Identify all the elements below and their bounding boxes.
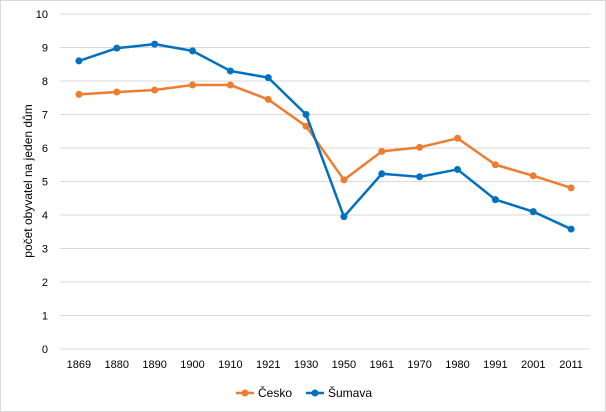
x-tick-label: 1991 — [483, 359, 507, 371]
series-group — [75, 40, 575, 233]
y-tick-label: 1 — [42, 311, 48, 323]
series-1-point — [302, 122, 310, 130]
y-tick-label: 10 — [36, 9, 48, 21]
series-1-point — [567, 184, 575, 192]
series-1-point — [491, 161, 499, 169]
series-1-point — [454, 134, 461, 142]
series-2-point — [151, 40, 159, 48]
series-2-point — [75, 57, 83, 65]
series-1-point — [189, 81, 196, 89]
series-1-point — [264, 95, 272, 103]
x-tick-label: 1980 — [445, 359, 469, 371]
series-2-point — [113, 44, 121, 52]
series-2-point — [491, 196, 499, 204]
x-axis-ticks: 1869 1880 1890 1900 1910 1921 1930 1950 1961 1970… — [67, 359, 583, 371]
legend-label: Šumava — [328, 385, 372, 400]
x-tick-label: 1890 — [142, 359, 166, 371]
series-2-point — [567, 225, 575, 233]
y-tick-label: 5 — [42, 177, 48, 189]
series-2-point — [189, 47, 196, 55]
series-2-point — [264, 74, 272, 82]
series-1-point — [75, 90, 83, 98]
y-tick-label: 4 — [42, 210, 48, 222]
x-tick-label: 1930 — [294, 359, 318, 371]
gridlines — [60, 13, 590, 350]
x-tick-label: 2011 — [559, 359, 583, 371]
y-tick-label: 8 — [42, 76, 48, 88]
y-tick-label: 3 — [42, 244, 48, 256]
series-2-point — [302, 111, 310, 118]
x-tick-label: 1880 — [105, 359, 129, 371]
series-2-point — [416, 173, 424, 181]
y-axis-label: počet obyvatel na jeden dům — [21, 104, 35, 257]
x-tick-label: 2001 — [521, 359, 545, 371]
series-2-point — [454, 165, 461, 173]
series-1-point — [151, 86, 159, 94]
legend-item: Česko — [236, 385, 292, 400]
series-2-point — [529, 208, 537, 216]
series-line-1 — [78, 83, 572, 190]
series-1-point — [340, 176, 348, 184]
series-1-point — [113, 88, 121, 96]
series-1-point — [529, 172, 537, 180]
x-tick-label: 1921 — [256, 359, 280, 371]
y-axis-ticks: 0 1 2 3 4 5 6 7 8 9 10 — [36, 9, 48, 356]
y-tick-label: 0 — [42, 344, 48, 356]
legend-item: Šumava — [306, 385, 372, 400]
x-tick-label: 1961 — [370, 359, 394, 371]
x-tick-label: 1900 — [180, 359, 204, 371]
y-tick-label: 9 — [42, 43, 48, 55]
x-tick-label: 1970 — [407, 359, 431, 371]
series-2-point — [340, 213, 348, 221]
legend: Česko Šumava — [236, 385, 372, 400]
legend-marker — [241, 389, 249, 397]
series-1-point — [416, 143, 424, 151]
x-tick-label: 1910 — [218, 359, 242, 371]
y-tick-label: 7 — [42, 110, 48, 122]
series-1-point — [378, 147, 386, 155]
series-2-point — [226, 67, 234, 75]
y-tick-label: 6 — [42, 143, 48, 155]
series-1-point — [226, 81, 234, 89]
series-line-2 — [78, 42, 572, 231]
series-2-point — [378, 170, 386, 178]
legend-label: Česko — [258, 385, 292, 400]
x-tick-label: 1950 — [332, 359, 356, 371]
legend-marker — [311, 389, 319, 397]
x-tick-label: 1869 — [67, 359, 91, 371]
y-tick-label: 2 — [42, 277, 48, 289]
